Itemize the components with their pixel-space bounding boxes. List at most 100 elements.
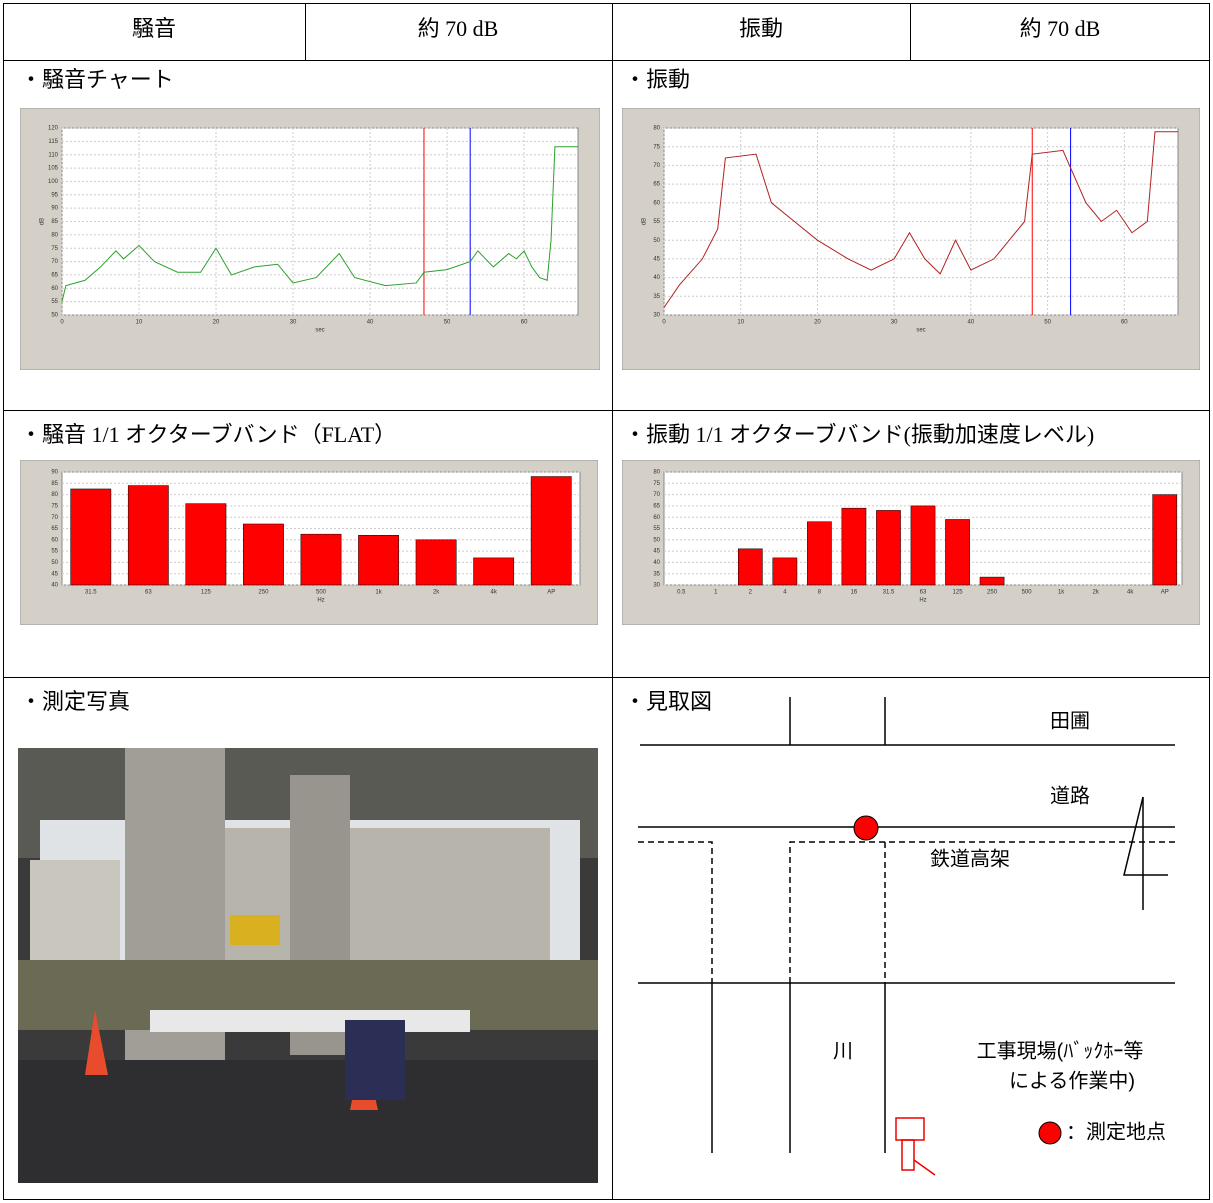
bar <box>473 557 515 586</box>
y-tick-label: 30 <box>653 313 660 319</box>
y-tick-label: 90 <box>51 470 58 476</box>
section-label: ・振動 1/1 オクターブバンド(振動加速度レベル) <box>624 422 1094 447</box>
bar <box>876 510 901 586</box>
x-tick-label: 10 <box>737 320 744 326</box>
north-arrow <box>1123 796 1168 876</box>
x-tick-label: 4 <box>783 590 787 596</box>
building <box>30 860 120 970</box>
x-tick-label: 1k <box>1058 590 1065 596</box>
y-tick-label: 90 <box>51 206 58 212</box>
x-tick-label: 60 <box>521 320 528 326</box>
x-tick-label: 500 <box>316 590 327 596</box>
y-axis-label: dB <box>642 218 648 225</box>
x-tick-label: 20 <box>814 320 821 326</box>
data-line <box>61 146 578 302</box>
bar <box>70 488 112 586</box>
y-tick-label: 115 <box>48 139 58 145</box>
y-tick-label: 55 <box>653 219 660 225</box>
bar <box>358 535 399 586</box>
x-axis-label: Hz <box>919 598 926 604</box>
y-tick-label: 45 <box>653 549 660 555</box>
y-tick-label: 65 <box>51 526 58 532</box>
x-tick-label: 2 <box>749 590 753 596</box>
y-tick-label: 60 <box>51 537 58 543</box>
x-tick-label: 16 <box>851 590 858 596</box>
railway-outline <box>638 841 1175 983</box>
y-tick-label: 65 <box>653 503 660 509</box>
x-tick-label: 250 <box>258 590 269 596</box>
y-tick-label: 80 <box>653 126 660 132</box>
x-tick-label: 0 <box>60 320 64 326</box>
legend-marker <box>1038 1121 1062 1145</box>
map-label: 道路 <box>1050 784 1090 807</box>
bar <box>945 519 970 586</box>
x-tick-label: 1k <box>375 590 382 596</box>
x-tick-label: 2k <box>1092 590 1099 596</box>
x-tick-label: 31.5 <box>883 590 895 596</box>
x-tick-label: AP <box>1161 590 1169 596</box>
x-tick-label: 125 <box>201 590 212 596</box>
x-axis-label: sec <box>916 328 925 334</box>
bar <box>979 576 1005 586</box>
bar <box>415 539 457 586</box>
bar <box>185 503 227 586</box>
map-line <box>638 841 713 983</box>
x-tick-label: 40 <box>367 320 374 326</box>
x-tick-label: 50 <box>444 320 451 326</box>
chart: 30 35 40 45 50 55 60 65 70 75 80 0 10 20 30 40 50 60 sec dB <box>622 108 1200 370</box>
header-cell: 騒音 <box>132 16 176 41</box>
bar <box>737 548 763 586</box>
bar <box>243 523 284 586</box>
icon-part <box>895 1117 925 1141</box>
y-tick-label: 30 <box>653 583 660 589</box>
map-label: による作業中) <box>1009 1069 1135 1092</box>
y-tick-label: 70 <box>653 492 660 498</box>
map-label: 川 <box>833 1040 853 1062</box>
y-tick-label: 70 <box>51 515 58 521</box>
y-tick-label: 55 <box>51 299 58 305</box>
table-border <box>3 3 1210 1200</box>
x-tick-label: 30 <box>290 320 297 326</box>
y-tick-label: 70 <box>653 163 660 169</box>
y-tick-label: 45 <box>653 256 660 262</box>
y-tick-label: 80 <box>653 470 660 476</box>
bar <box>300 533 342 586</box>
cone <box>85 1010 108 1075</box>
y-axis-label: dB <box>40 218 46 225</box>
x-tick-label: 125 <box>953 590 964 596</box>
y-tick-label: 60 <box>653 200 660 206</box>
x-tick-label: 50 <box>1044 320 1051 326</box>
header-cell: 約 70 dB <box>1020 16 1101 41</box>
y-tick-label: 35 <box>653 571 660 577</box>
x-tick-label: 31.5 <box>85 590 97 596</box>
y-tick-label: 70 <box>51 259 58 265</box>
x-tick-label: 8 <box>818 590 822 596</box>
y-tick-label: 80 <box>51 232 58 238</box>
road <box>18 1060 598 1183</box>
x-tick-label: 30 <box>891 320 898 326</box>
y-tick-label: 40 <box>653 275 660 281</box>
section-label: ・振動 <box>624 67 690 92</box>
y-tick-label: 50 <box>653 537 660 543</box>
y-tick-label: 95 <box>51 192 58 198</box>
y-tick-label: 120 <box>48 126 59 132</box>
building <box>220 828 550 968</box>
y-tick-label: 55 <box>653 526 660 532</box>
bar <box>772 557 798 586</box>
y-tick-label: 75 <box>653 144 660 150</box>
y-tick-label: 85 <box>51 219 58 225</box>
section-label: ・騒音 1/1 オクターブバンド（FLAT） <box>20 422 396 447</box>
y-tick-label: 85 <box>51 481 58 487</box>
x-tick-label: 500 <box>1022 590 1033 596</box>
y-tick-label: 40 <box>653 560 660 566</box>
bar <box>807 521 832 586</box>
bar <box>127 485 169 586</box>
x-tick-label: 0.5 <box>677 590 686 596</box>
y-tick-label: 45 <box>51 571 58 577</box>
x-tick-label: 20 <box>213 320 220 326</box>
chart: 40 45 50 55 60 65 70 75 80 85 90 31.5 63 125 250 500 1k 2… <box>20 460 598 625</box>
excavator-icon <box>895 1117 936 1176</box>
y-tick-label: 75 <box>51 246 58 252</box>
